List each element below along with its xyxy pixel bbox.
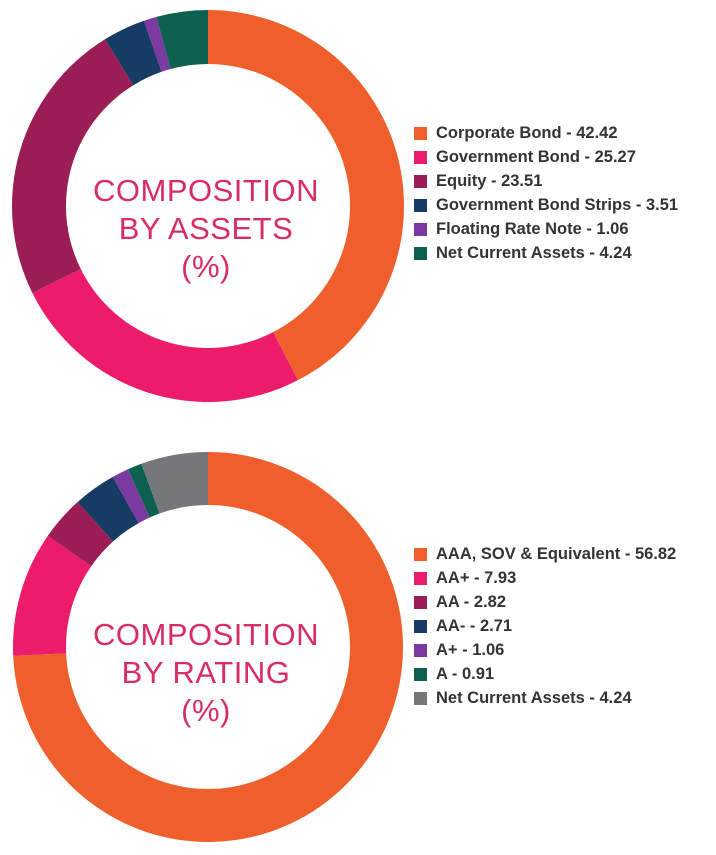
assets-title-line-1: COMPOSITION — [93, 173, 319, 208]
assets-slice-5 — [156, 10, 208, 70]
assets-legend-swatch-3 — [414, 199, 427, 212]
rating-slice-6 — [141, 452, 208, 514]
assets-donut — [11, 10, 404, 402]
assets-center-title: COMPOSITION BY ASSETS (%) — [56, 172, 356, 286]
rating-legend-swatch-1 — [414, 572, 427, 585]
assets-legend-label-4: Floating Rate Note - 1.06 — [436, 220, 629, 238]
rating-composition-chart: COMPOSITION BY RATING (%) AAA, SOV & Equ… — [0, 440, 716, 855]
assets-slice-4 — [143, 16, 171, 72]
rating-legend-label-1: AA+ - 7.93 — [436, 569, 517, 587]
assets-legend-label-2: Equity - 23.51 — [436, 172, 543, 190]
rating-title-line-1: COMPOSITION — [93, 617, 319, 652]
rating-legend-swatch-3 — [414, 620, 427, 633]
rating-legend-label-3: AA- - 2.71 — [436, 617, 513, 635]
rating-legend-item-2: AA - 2.82 — [414, 590, 716, 614]
rating-legend-label-0: AAA, SOV & Equivalent - 56.82 — [436, 545, 677, 563]
rating-legend-swatch-0 — [414, 548, 427, 561]
rating-legend-swatch-4 — [414, 644, 427, 657]
assets-title-line-3: (%) — [181, 249, 231, 284]
rating-legend: AAA, SOV & Equivalent - 56.82 AA+ - 7.93 A… — [414, 542, 716, 710]
rating-donut — [12, 452, 403, 842]
assets-title-line-2: BY ASSETS — [118, 211, 294, 246]
assets-legend-label-5: Net Current Assets - 4.24 — [436, 244, 632, 262]
rating-legend-item-5: A - 0.91 — [414, 662, 716, 686]
rating-slice-4 — [112, 469, 150, 524]
rating-legend-swatch-6 — [414, 692, 427, 705]
rating-legend-item-0: AAA, SOV & Equivalent - 56.82 — [414, 542, 716, 566]
assets-legend-item-4: Floating Rate Note - 1.06 — [414, 217, 716, 241]
rating-legend-item-3: AA- - 2.71 — [414, 614, 716, 638]
assets-legend-swatch-0 — [414, 127, 427, 140]
assets-legend-label-0: Corporate Bond - 42.42 — [436, 124, 618, 142]
rating-slice-3 — [77, 476, 139, 542]
assets-legend-label-1: Government Bond - 25.27 — [436, 148, 636, 166]
rating-legend-item-4: A+ - 1.06 — [414, 638, 716, 662]
assets-legend-item-1: Government Bond - 25.27 — [414, 145, 716, 169]
assets-legend-swatch-4 — [414, 223, 427, 236]
rating-legend-item-1: AA+ - 7.93 — [414, 566, 716, 590]
assets-legend: Corporate Bond - 42.42 Government Bond - … — [414, 121, 716, 265]
assets-slice-0 — [208, 10, 404, 381]
rating-legend-label-6: Net Current Assets - 4.24 — [436, 689, 632, 707]
assets-legend-swatch-2 — [414, 175, 427, 188]
assets-legend-item-2: Equity - 23.51 — [414, 169, 716, 193]
rating-center-title: COMPOSITION BY RATING (%) — [56, 616, 356, 730]
assets-legend-item-0: Corporate Bond - 42.42 — [414, 121, 716, 145]
rating-slice-1 — [12, 535, 92, 656]
assets-slice-1 — [32, 269, 298, 402]
assets-legend-swatch-1 — [414, 151, 427, 164]
rating-title-line-3: (%) — [181, 693, 231, 728]
rating-legend-swatch-5 — [414, 668, 427, 681]
rating-legend-label-2: AA - 2.82 — [436, 593, 506, 611]
rating-slice-5 — [127, 463, 160, 518]
assets-legend-swatch-5 — [414, 247, 427, 260]
rating-legend-swatch-2 — [414, 596, 427, 609]
assets-slice-2 — [11, 39, 134, 293]
rating-slice-2 — [47, 502, 114, 567]
assets-composition-chart: COMPOSITION BY ASSETS (%) Corporate Bond… — [0, 0, 716, 420]
rating-title-line-2: BY RATING — [121, 655, 291, 690]
assets-legend-item-3: Government Bond Strips - 3.51 — [414, 193, 716, 217]
rating-legend-label-5: A - 0.91 — [436, 665, 495, 683]
assets-legend-label-3: Government Bond Strips - 3.51 — [436, 196, 679, 214]
rating-legend-label-4: A+ - 1.06 — [436, 641, 505, 659]
assets-legend-item-5: Net Current Assets - 4.24 — [414, 241, 716, 265]
rating-legend-item-6: Net Current Assets - 4.24 — [414, 686, 716, 710]
assets-slice-3 — [104, 20, 162, 86]
